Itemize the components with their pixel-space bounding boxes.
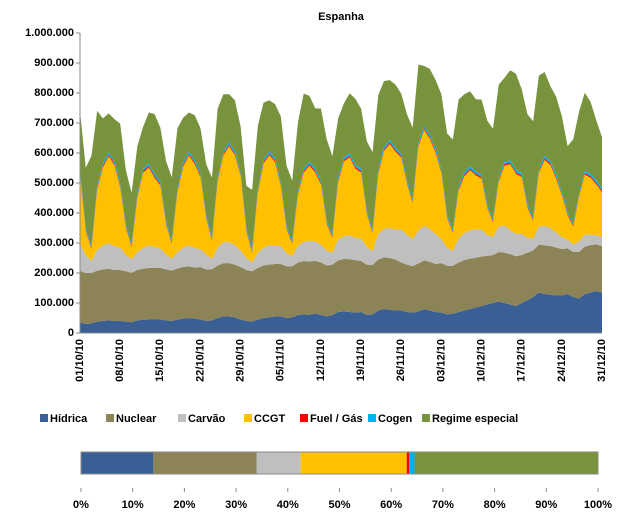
bar-segment [409,452,415,474]
y-tick-label: 900.000 [34,57,74,69]
area [80,225,602,273]
x-tick-label: 03/12/10 [435,339,447,382]
x-tick-label: 05/11/10 [275,339,287,381]
area [80,64,602,250]
x-tick-label: 30% [225,499,247,511]
legend-swatch [300,414,308,422]
x-tick-label: 12/11/10 [315,339,327,381]
bar-segment [153,452,257,474]
bar-frame [80,451,599,475]
legend-swatch [40,414,48,422]
x-tick-label: 29/10/10 [235,339,247,382]
y-tick-label: 600.000 [34,147,74,159]
x-tick-label: 08/10/10 [114,339,126,382]
x-tick-label: 0% [73,499,89,511]
legend-swatch [244,414,252,422]
x-tick-label: 50% [328,499,350,511]
bar-segment [81,452,154,474]
x-tick-label: 01/10/10 [74,339,86,382]
legend-swatch [368,414,376,422]
x-tick-label: 31/12/10 [596,339,608,382]
x-tick-label: 17/12/10 [516,339,528,382]
area [80,126,602,252]
x-tick-label: 80% [484,499,506,511]
bar-segment [300,452,407,474]
legend-label: Nuclear [116,413,157,425]
y-tick-label: 300.000 [34,237,74,249]
y-tick-label: 0 [68,327,74,339]
y-tick-label: 200.000 [34,267,74,279]
x-tick-label: 10/12/10 [475,339,487,382]
legend-swatch [178,414,186,422]
bar-segment [256,452,301,474]
legend-label: Regime especial [432,413,518,425]
legend-swatch [422,414,430,422]
legend-label: Cogen [378,413,413,425]
bar-segment [414,452,598,474]
legend-label: Carvão [188,413,226,425]
x-tick-label: 60% [380,499,402,511]
chart-title: Espanha [318,11,365,23]
x-tick-label: 15/10/10 [154,339,166,382]
x-tick-label: 19/11/10 [355,339,367,381]
x-tick-label: 26/11/10 [395,339,407,381]
y-tick-label: 100.000 [34,297,74,309]
area [80,244,602,324]
x-tick-label: 90% [535,499,557,511]
x-tick-label: 70% [432,499,454,511]
y-tick-label: 700.000 [34,117,74,129]
x-tick-label: 40% [277,499,299,511]
x-tick-label: 24/12/10 [556,339,568,382]
x-tick-label: 22/10/10 [194,339,206,382]
y-tick-label: 400.000 [34,207,74,219]
legend-swatch [106,414,114,422]
legend-label: Hídrica [50,413,88,425]
y-tick-label: 800.000 [34,87,74,99]
area [80,129,602,263]
legend-label: CCGT [254,413,285,425]
area [80,291,602,333]
x-tick-label: 20% [173,499,195,511]
legend-label: Fuel / Gás [310,413,363,425]
y-tick-label: 500.000 [34,177,74,189]
x-tick-label: 10% [122,499,144,511]
y-tick-label: 1.000.000 [25,27,74,39]
x-tick-label: 100% [584,499,612,511]
bar-segment [406,452,410,474]
